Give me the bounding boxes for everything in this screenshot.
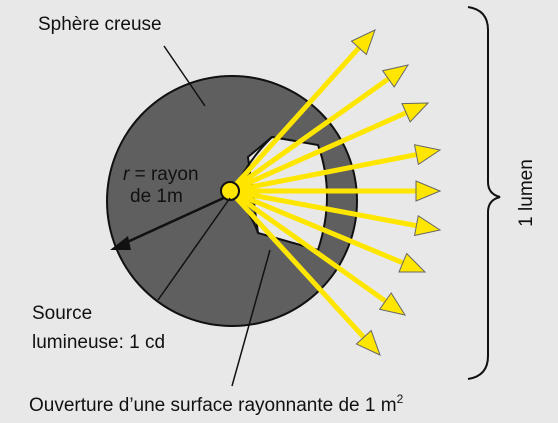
radius-variable: r [123, 164, 130, 185]
light-ray [229, 188, 417, 229]
light-ray-arrowhead [415, 180, 442, 202]
opening-label-text: Ouverture d’une surface rayonnante de 1 … [29, 395, 397, 416]
radius-arrow-line [122, 194, 229, 246]
source-label-line1: Source [32, 303, 92, 324]
light-ray [228, 76, 390, 194]
light-ray [228, 110, 408, 194]
source-leader-line [157, 197, 231, 301]
radius-label-line2: de 1m [130, 186, 183, 207]
light-ray-arrowhead [355, 329, 381, 356]
light-ray-arrowhead [413, 144, 442, 166]
light-ray [228, 46, 361, 193]
source-label-line2: lumineuse: 1 cd [32, 332, 165, 353]
flux-label: 1 lumen [516, 159, 537, 227]
light-ray-arrowhead [350, 29, 376, 56]
title-leader-line [163, 45, 206, 107]
light-ray-arrowhead [401, 102, 430, 123]
light-ray [229, 152, 417, 194]
light-ray-arrowhead [378, 292, 407, 316]
light-ray [228, 189, 366, 339]
light-ray-arrowhead [398, 252, 427, 273]
light-ray [229, 188, 404, 266]
title-label: Sphère creuse [38, 14, 162, 35]
light-ray-arrowhead [413, 214, 442, 237]
radius-arrowhead [110, 236, 131, 250]
radius-label-line1: r = rayon [123, 164, 199, 185]
radius-equation: = rayon [129, 164, 198, 185]
opening-label-superscript: 2 [397, 392, 404, 406]
light-ray-arrowhead [381, 64, 410, 88]
opening-leader-line [231, 249, 271, 387]
flux-brace [467, 6, 501, 380]
opening-label: Ouverture d’une surface rayonnante de 1 … [29, 392, 404, 416]
light-source [220, 181, 240, 201]
light-rays [228, 29, 442, 356]
light-ray [228, 188, 387, 304]
